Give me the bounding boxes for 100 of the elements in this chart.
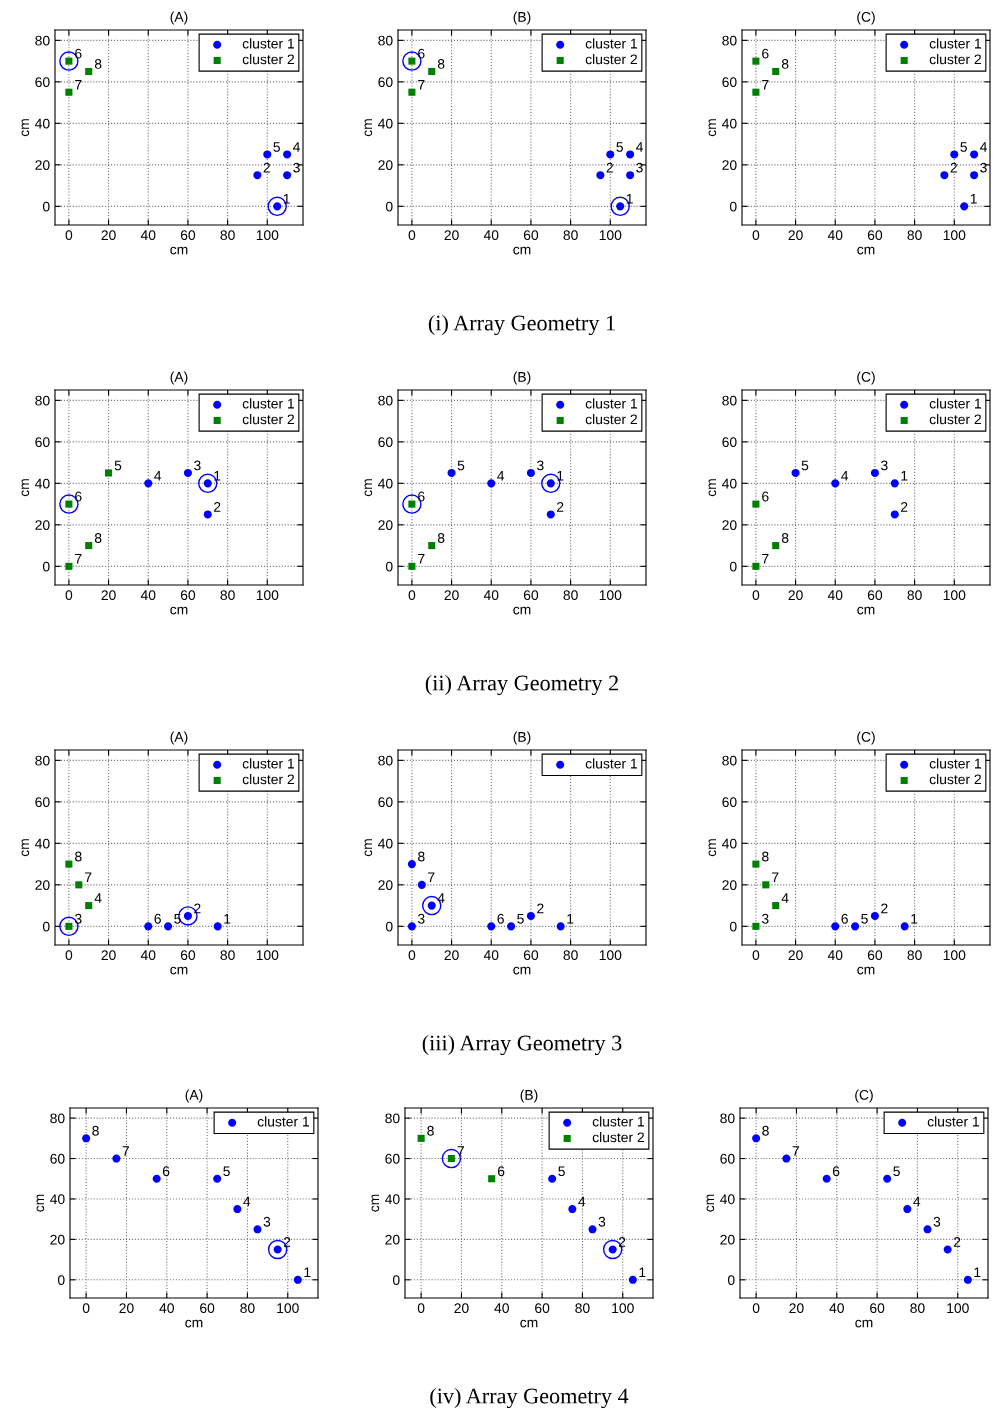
point: [152, 1174, 161, 1183]
x-axis-title: cm: [170, 246, 188, 255]
y-tick-label: 40: [385, 1194, 400, 1205]
point: [950, 150, 959, 159]
point: [263, 150, 272, 159]
x-tick-label: 80: [240, 1303, 255, 1314]
annotation: 4: [293, 142, 300, 152]
x-tick-label: 20: [788, 230, 803, 241]
point: [772, 902, 780, 910]
annotation: 7: [792, 1146, 799, 1156]
point: [752, 57, 760, 65]
y-axis-title: cm: [364, 119, 373, 137]
y-tick-label: 80: [378, 35, 393, 46]
annotation: 5: [861, 914, 868, 924]
x-axis-title: cm: [170, 606, 188, 615]
legend-label: cluster 2: [585, 414, 637, 425]
legend-label: cluster 1: [585, 398, 637, 409]
annotation: 6: [154, 913, 161, 924]
x-tick-label: 0: [408, 230, 416, 241]
x-tick-label: 40: [483, 950, 499, 961]
annotation: 2: [557, 501, 564, 512]
y-tick-label: 0: [385, 921, 393, 932]
point: [970, 150, 979, 159]
point: [762, 881, 770, 889]
annotation: 3: [417, 913, 425, 924]
point: [568, 1205, 577, 1214]
annotation: 5: [893, 1166, 900, 1177]
point: [943, 1245, 952, 1254]
x-tick-label: 20: [444, 950, 459, 961]
x-axis-title: cm: [855, 1319, 873, 1328]
annotation: 6: [497, 1166, 505, 1177]
annotation: 2: [283, 1237, 291, 1247]
point: [283, 171, 292, 180]
legend-label: cluster 1: [929, 398, 981, 409]
annotation: 8: [92, 1125, 99, 1136]
x-axis-title: cm: [185, 1319, 203, 1328]
point: [428, 67, 436, 76]
x-tick-label: 20: [119, 1303, 134, 1314]
x-tick-label: 100: [943, 230, 966, 241]
x-tick-label: 20: [101, 590, 116, 601]
annotation: 7: [75, 554, 82, 564]
point: [144, 922, 153, 931]
legend-label: cluster 2: [929, 774, 981, 785]
annotation: 5: [114, 460, 122, 471]
chart-title: (A): [185, 1089, 203, 1103]
chart-title: (B): [513, 731, 531, 745]
point: [752, 500, 760, 508]
point: [526, 468, 535, 478]
annotation: 8: [437, 533, 445, 543]
point: [831, 922, 840, 931]
y-tick-label: 60: [720, 1153, 735, 1164]
y-tick-label: 40: [378, 478, 393, 489]
annotation: 1: [224, 914, 231, 924]
point: [752, 88, 760, 96]
y-tick-label: 80: [35, 35, 50, 46]
legend-label: cluster 1: [242, 38, 294, 49]
point: [900, 922, 909, 931]
chart-title: (C): [857, 371, 875, 385]
point: [970, 171, 979, 180]
y-tick-label: 60: [50, 1153, 65, 1164]
y-tick-label: 0: [729, 201, 737, 212]
annotation: 6: [162, 1166, 170, 1177]
x-tick-label: 60: [867, 950, 883, 961]
point: [283, 150, 292, 159]
legend-label: cluster 2: [929, 414, 981, 425]
annotation: 1: [974, 1267, 981, 1278]
y-tick-label: 20: [385, 1234, 400, 1245]
point: [831, 479, 840, 488]
y-tick-label: 0: [729, 561, 737, 572]
x-tick-label: 0: [752, 230, 760, 241]
chart-title: (A): [170, 731, 188, 745]
point: [417, 880, 426, 889]
annotation: 4: [841, 471, 849, 481]
point: [752, 562, 760, 570]
point: [626, 171, 635, 180]
annotation: 7: [762, 79, 769, 90]
annotation: 1: [214, 471, 221, 481]
x-tick-label: 100: [599, 950, 622, 961]
y-axis-title: cm: [364, 839, 373, 857]
y-tick-label: 60: [722, 437, 737, 448]
y-tick-label: 0: [727, 1275, 735, 1285]
annotation: 8: [437, 59, 445, 69]
x-tick-label: 0: [752, 590, 760, 601]
annotation: 8: [418, 851, 425, 862]
point: [408, 562, 416, 570]
point: [75, 881, 83, 889]
annotation: 3: [636, 162, 643, 173]
annotation: 6: [418, 491, 425, 502]
y-tick-label: 60: [35, 797, 50, 808]
x-tick-label: 100: [599, 590, 622, 601]
point: [65, 860, 73, 868]
point: [791, 468, 800, 478]
annotation: 2: [194, 903, 201, 914]
point: [144, 479, 153, 488]
legend-label: cluster 2: [242, 54, 294, 65]
x-tick-label: 60: [200, 1303, 215, 1314]
x-axis-title: cm: [857, 606, 875, 615]
annotation: 1: [557, 471, 564, 481]
y-tick-label: 60: [385, 1153, 400, 1164]
annotation: 1: [901, 471, 908, 481]
